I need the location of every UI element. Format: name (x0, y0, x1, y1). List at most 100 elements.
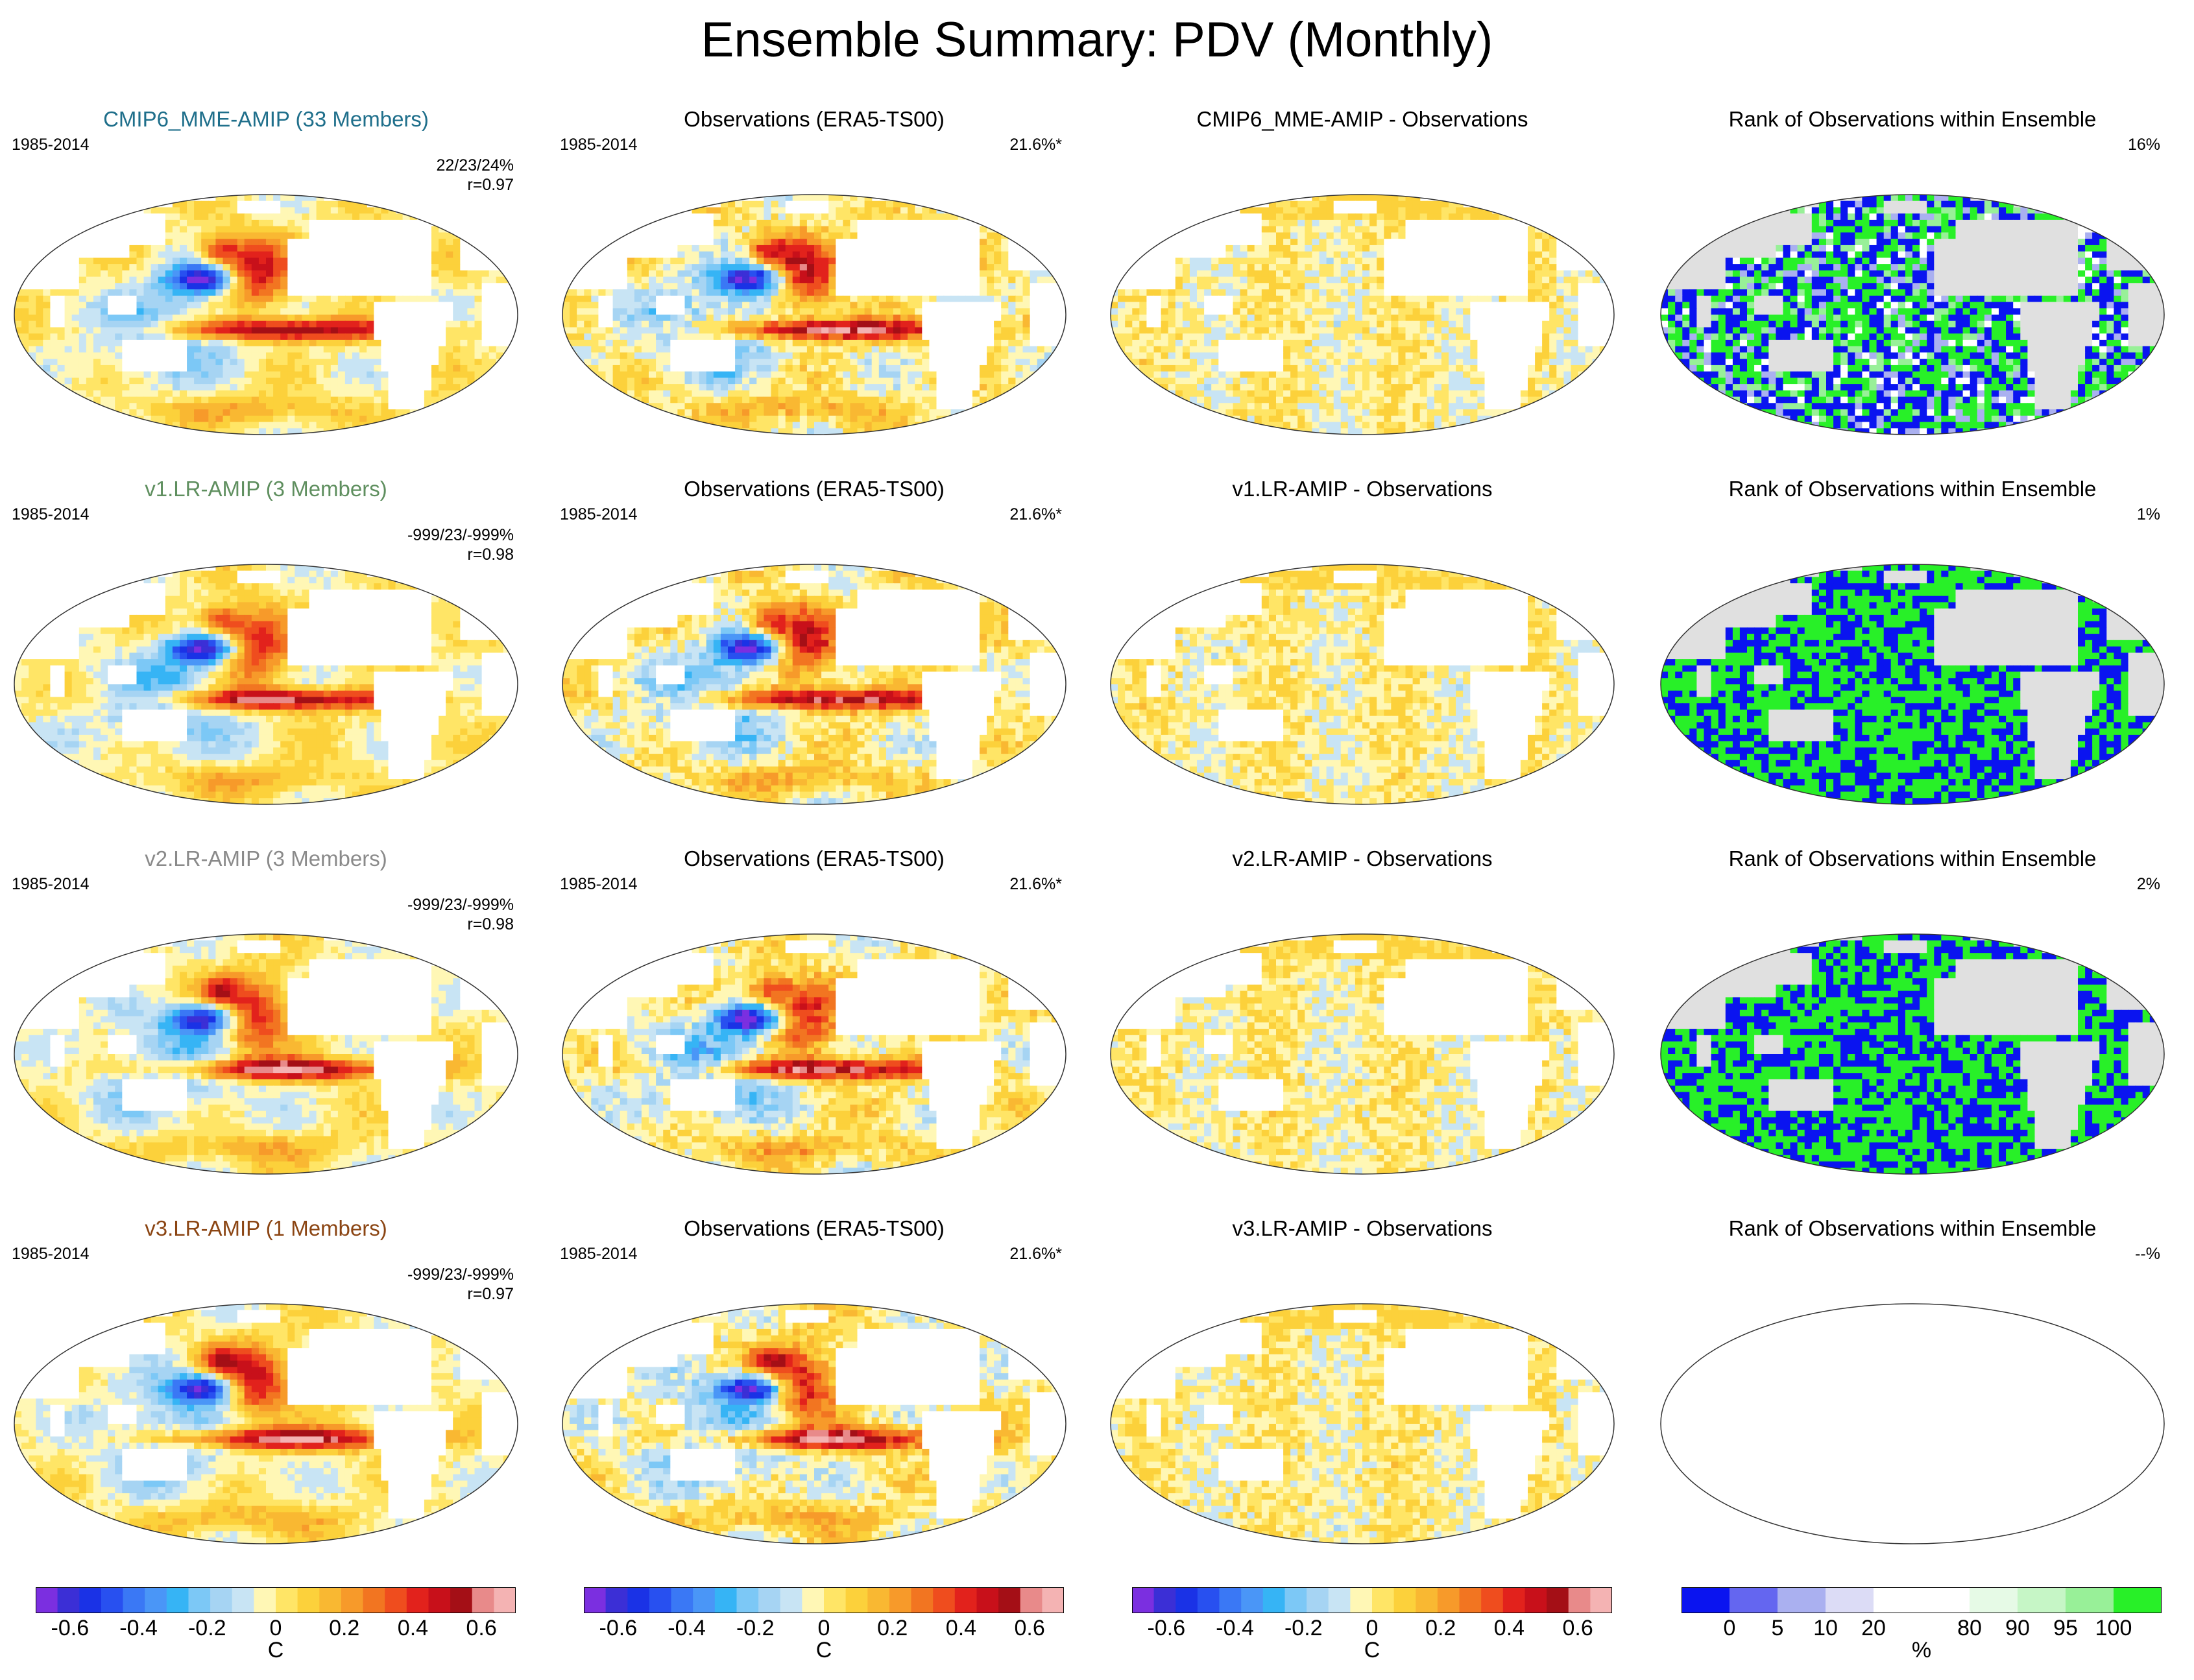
grid-cell (850, 320, 858, 328)
grid-cell (1037, 352, 1045, 359)
grid-cell (388, 308, 396, 315)
grid-cell (1355, 200, 1363, 208)
grid-cell (180, 258, 187, 265)
grid-cell (1204, 219, 1212, 227)
grid-cell (821, 415, 829, 423)
grid-cell (1276, 245, 1284, 252)
grid-cell (280, 195, 288, 202)
grid-cell (86, 378, 94, 385)
grid-cell (677, 396, 686, 403)
grid-cell (728, 226, 736, 233)
grid-cell (1001, 276, 1009, 283)
grid-cell (273, 226, 281, 233)
grid-cell (101, 239, 108, 246)
grid-cell (496, 308, 504, 315)
grid-cell (93, 365, 101, 372)
grid-cell (510, 320, 518, 328)
grid-cell (1477, 270, 1486, 278)
grid-cell (78, 378, 87, 385)
grid-cell (258, 339, 267, 347)
grid-cell (388, 384, 396, 391)
grid-cell (64, 327, 73, 334)
grid-cell (258, 359, 267, 366)
grid-cell (510, 352, 518, 359)
grid-cell (821, 308, 829, 315)
grid-cell (136, 302, 145, 309)
grid-cell (1434, 264, 1442, 271)
grid-cell (273, 308, 281, 315)
grid-cell (287, 270, 295, 278)
grid-cell (785, 403, 793, 410)
grid-cell (1051, 302, 1059, 309)
grid-cell (591, 339, 599, 347)
grid-cell (215, 251, 224, 258)
grid-cell (605, 359, 614, 366)
grid-cell (36, 315, 43, 322)
grid-cell (634, 258, 642, 265)
grid-cell (1333, 270, 1342, 278)
grid-cell (663, 390, 671, 398)
grid-cell (1161, 239, 1169, 246)
grid-cell (29, 283, 36, 290)
grid-cell (972, 378, 980, 385)
grid-cell (570, 295, 577, 303)
grid-cell (900, 339, 908, 347)
grid-cell (699, 390, 707, 398)
grid-cell (439, 283, 446, 290)
grid-cell (215, 365, 224, 372)
grid-cell (1204, 258, 1212, 265)
grid-cell (215, 200, 224, 208)
grid-cell (187, 409, 195, 416)
grid-cell (792, 258, 801, 265)
grid-cell (381, 396, 389, 403)
grid-cell (431, 333, 439, 341)
grid-cell (684, 346, 693, 353)
grid-cell (223, 289, 231, 296)
grid-cell (223, 302, 231, 309)
grid-cell (244, 365, 252, 372)
grid-cell (1015, 308, 1024, 315)
grid-cell (129, 378, 138, 385)
grid-cell (699, 333, 707, 341)
grid-cell (201, 396, 209, 403)
grid-cell (706, 359, 714, 366)
grid-cell (627, 333, 635, 341)
grid-cell (143, 415, 152, 423)
grid-cell (1312, 213, 1320, 221)
grid-cell (1204, 264, 1212, 271)
grid-cell (728, 390, 736, 398)
grid-cell (922, 315, 930, 322)
grid-cell (1535, 270, 1543, 278)
grid-cell (424, 295, 432, 303)
grid-cell (900, 315, 908, 322)
grid-cell (972, 245, 980, 252)
grid-cell (402, 378, 411, 385)
grid-cell (713, 207, 721, 214)
grid-cell (641, 264, 649, 271)
grid-cell (367, 365, 374, 372)
grid-cell (886, 289, 894, 296)
grid-cell (431, 396, 439, 403)
grid-cell (792, 226, 801, 233)
grid-cell (367, 327, 374, 334)
grid-cell (1218, 245, 1226, 252)
grid-cell (814, 371, 822, 378)
grid-cell (706, 213, 714, 221)
grid-cell (1015, 245, 1024, 252)
grid-cell (749, 409, 757, 416)
grid-cell (108, 283, 115, 290)
grid-cell (706, 239, 714, 246)
grid-cell (101, 390, 108, 398)
grid-cell (1412, 200, 1421, 208)
grid-cell (1015, 390, 1024, 398)
grid-cell (409, 352, 418, 359)
grid-cell (692, 378, 700, 385)
grid-cell (302, 258, 310, 265)
grid-cell (692, 239, 700, 246)
grid-cell (857, 327, 865, 334)
grid-cell (1015, 384, 1024, 391)
grid-cell (1441, 258, 1449, 265)
grid-cell (806, 245, 815, 252)
grid-cell (570, 308, 577, 315)
grid-cell (1022, 308, 1031, 315)
